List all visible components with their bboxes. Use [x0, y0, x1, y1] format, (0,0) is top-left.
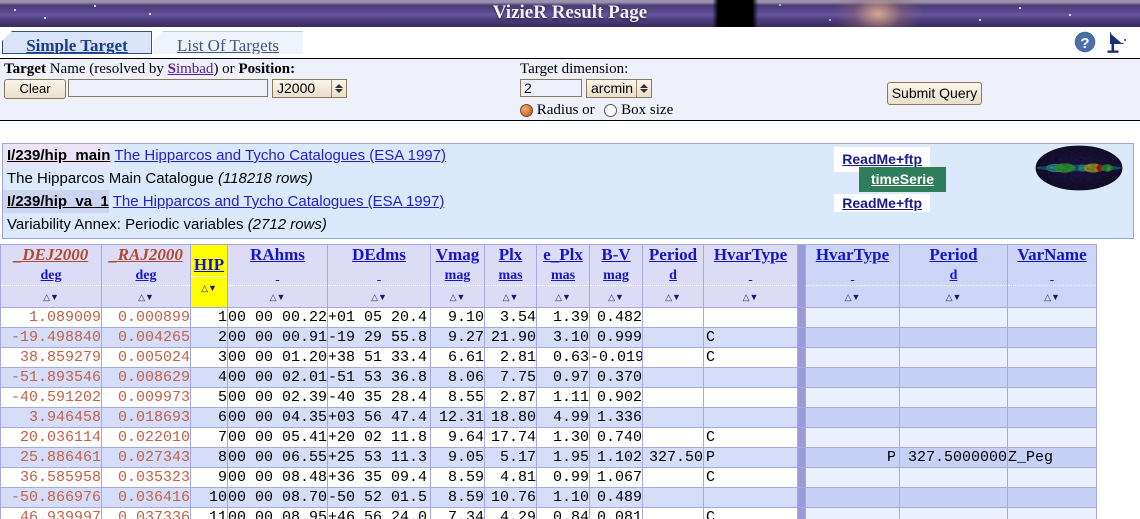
svg-text:?: ?: [1080, 35, 1089, 52]
